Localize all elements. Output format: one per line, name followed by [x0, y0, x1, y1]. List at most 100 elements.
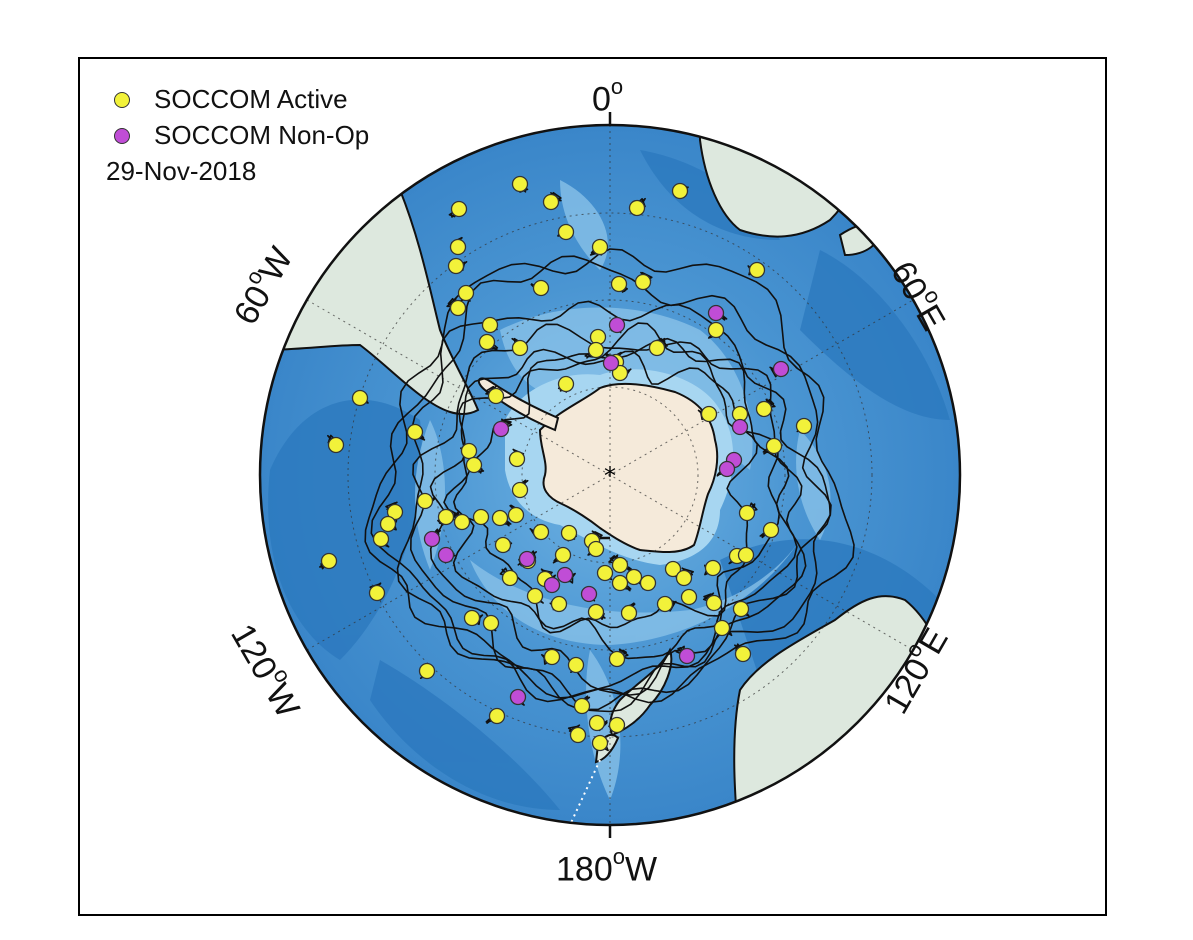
- active-float-marker: [532, 523, 550, 541]
- active-float-marker: [526, 587, 544, 605]
- nonop-float-marker: [437, 546, 455, 564]
- active-float-marker: [608, 650, 626, 668]
- label-180w: 180oW: [556, 844, 658, 889]
- nonop-float-marker: [608, 316, 626, 334]
- active-float-marker: [610, 275, 628, 293]
- south-pole-marker: *: [604, 462, 616, 490]
- antarctica: [538, 382, 719, 553]
- active-float-marker: [625, 568, 643, 586]
- active-float-marker: [634, 273, 652, 291]
- nonop-float-marker: [543, 576, 561, 594]
- active-float-marker: [648, 339, 666, 357]
- active-float-marker: [368, 584, 386, 602]
- active-float-marker: [748, 261, 766, 279]
- active-float-marker: [596, 564, 614, 582]
- nonop-float-marker: [707, 304, 725, 322]
- active-float-marker: [478, 333, 496, 351]
- trajectory-ring: [410, 323, 807, 713]
- active-float-marker: [587, 540, 605, 558]
- active-float-marker: [738, 504, 756, 522]
- active-float-marker: [320, 552, 338, 570]
- active-float-marker: [472, 508, 490, 526]
- active-float-marker: [707, 321, 725, 339]
- active-float-marker: [482, 614, 500, 632]
- legend-nonop-label: SOCCOM Non-Op: [154, 120, 370, 150]
- legend-active: SOCCOM Active: [114, 84, 348, 115]
- active-float-marker: [327, 436, 345, 454]
- active-float-marker: [453, 513, 471, 531]
- active-float-marker: [588, 714, 606, 732]
- active-float-marker: [557, 375, 575, 393]
- active-float-marker: [557, 223, 575, 241]
- active-float-marker: [611, 364, 629, 382]
- active-float-marker: [507, 506, 525, 524]
- active-float-marker: [734, 645, 752, 663]
- active-float-marker: [416, 492, 434, 510]
- active-float-marker: [560, 524, 578, 542]
- active-float-marker: [463, 609, 481, 627]
- active-float-marker: [543, 648, 561, 666]
- active-float-marker: [675, 569, 693, 587]
- active-float-marker: [704, 559, 722, 577]
- active-float-marker: [554, 546, 572, 564]
- active-float-marker: [511, 481, 529, 499]
- active-float-marker: [488, 707, 506, 725]
- nonop-float-marker: [492, 420, 510, 438]
- active-float-marker: [491, 509, 509, 527]
- legend-date: 29-Nov-2018: [106, 156, 257, 186]
- nonop-float-marker: [580, 585, 598, 603]
- active-float-marker: [449, 299, 467, 317]
- active-float-marker: [611, 556, 629, 574]
- active-float-marker: [567, 656, 585, 674]
- label-0: 0o: [592, 74, 624, 119]
- active-float-marker: [372, 530, 390, 548]
- nonop-float-marker: [772, 360, 790, 378]
- active-float-marker: [450, 200, 468, 218]
- active-float-marker: [795, 417, 813, 435]
- active-float-marker: [487, 387, 505, 405]
- active-float-marker: [620, 604, 638, 622]
- nonop-float-marker: [602, 354, 620, 372]
- active-float-marker: [465, 456, 483, 474]
- active-float-marker: [437, 508, 455, 526]
- nonop-float-marker: [423, 530, 441, 548]
- nonop-float-marker: [718, 460, 736, 478]
- axis-ticks: [600, 112, 612, 838]
- float-markers: [320, 175, 813, 752]
- trajectory-ring: [370, 255, 832, 703]
- nonop-float-marker: [509, 688, 527, 706]
- nonop-float-marker: [556, 566, 574, 584]
- active-float-marker: [628, 199, 646, 217]
- trajectory-ring: [396, 300, 831, 711]
- active-float-marker: [664, 560, 682, 578]
- active-float-marker: [639, 574, 657, 592]
- active-float-marker: [351, 389, 369, 407]
- active-float-marker: [732, 600, 750, 618]
- nonop-float-marker: [731, 418, 749, 436]
- active-float-marker: [587, 341, 605, 359]
- active-float-marker: [713, 619, 731, 637]
- trajectory-ring: [452, 322, 780, 660]
- legend-nonop-marker: [114, 127, 130, 144]
- active-float-marker: [481, 316, 499, 334]
- active-float-marker: [755, 400, 773, 418]
- active-float-marker: [494, 536, 512, 554]
- active-float-marker: [656, 595, 674, 613]
- legend-nonop: SOCCOM Non-Op: [114, 120, 369, 151]
- active-float-marker: [680, 588, 698, 606]
- active-float-marker: [379, 515, 397, 533]
- active-float-marker: [765, 437, 783, 455]
- nonop-float-marker: [518, 550, 536, 568]
- active-float-marker: [671, 182, 689, 200]
- active-float-marker: [705, 594, 723, 612]
- active-float-marker: [511, 339, 529, 357]
- active-float-marker: [447, 257, 465, 275]
- active-float-marker: [762, 521, 780, 539]
- active-float-marker: [449, 238, 467, 256]
- active-float-marker: [591, 734, 609, 752]
- active-float-marker: [542, 193, 560, 211]
- active-float-marker: [511, 175, 529, 193]
- active-float-marker: [460, 442, 478, 460]
- active-float-marker: [611, 574, 629, 592]
- legend-active-marker: [114, 91, 130, 108]
